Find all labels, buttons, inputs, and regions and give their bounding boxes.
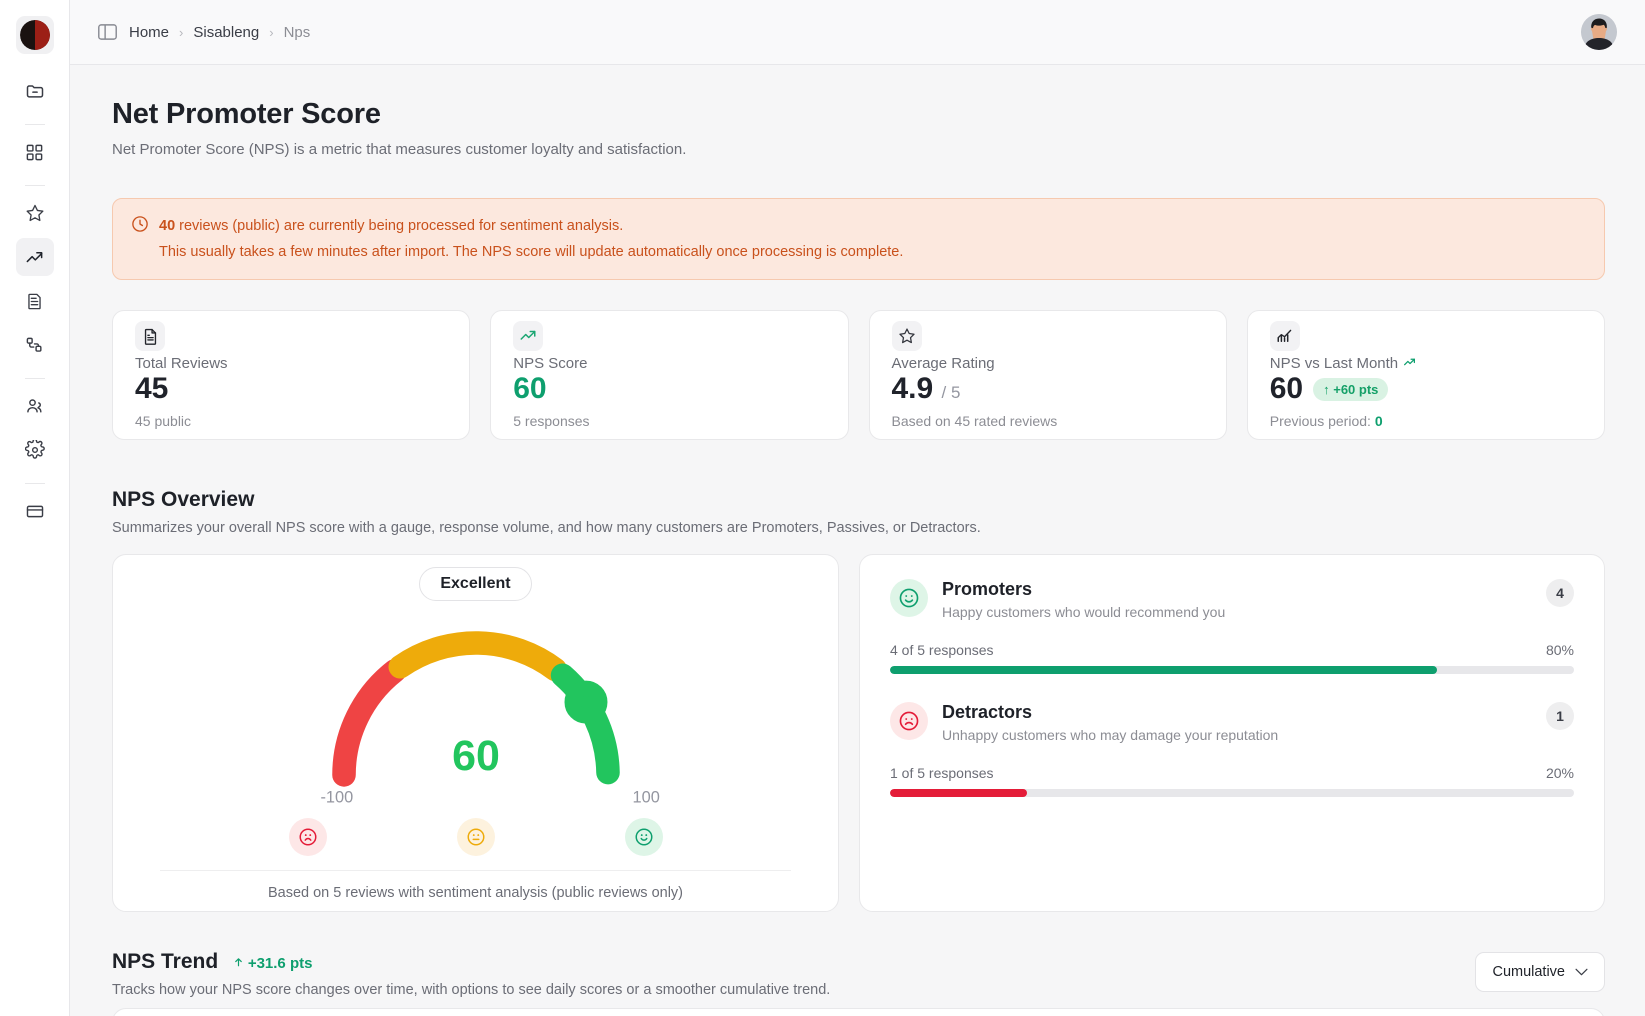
- svg-text:100: 100: [632, 788, 659, 806]
- svg-text:-100: -100: [320, 788, 353, 806]
- svg-text:60: 60: [452, 731, 500, 779]
